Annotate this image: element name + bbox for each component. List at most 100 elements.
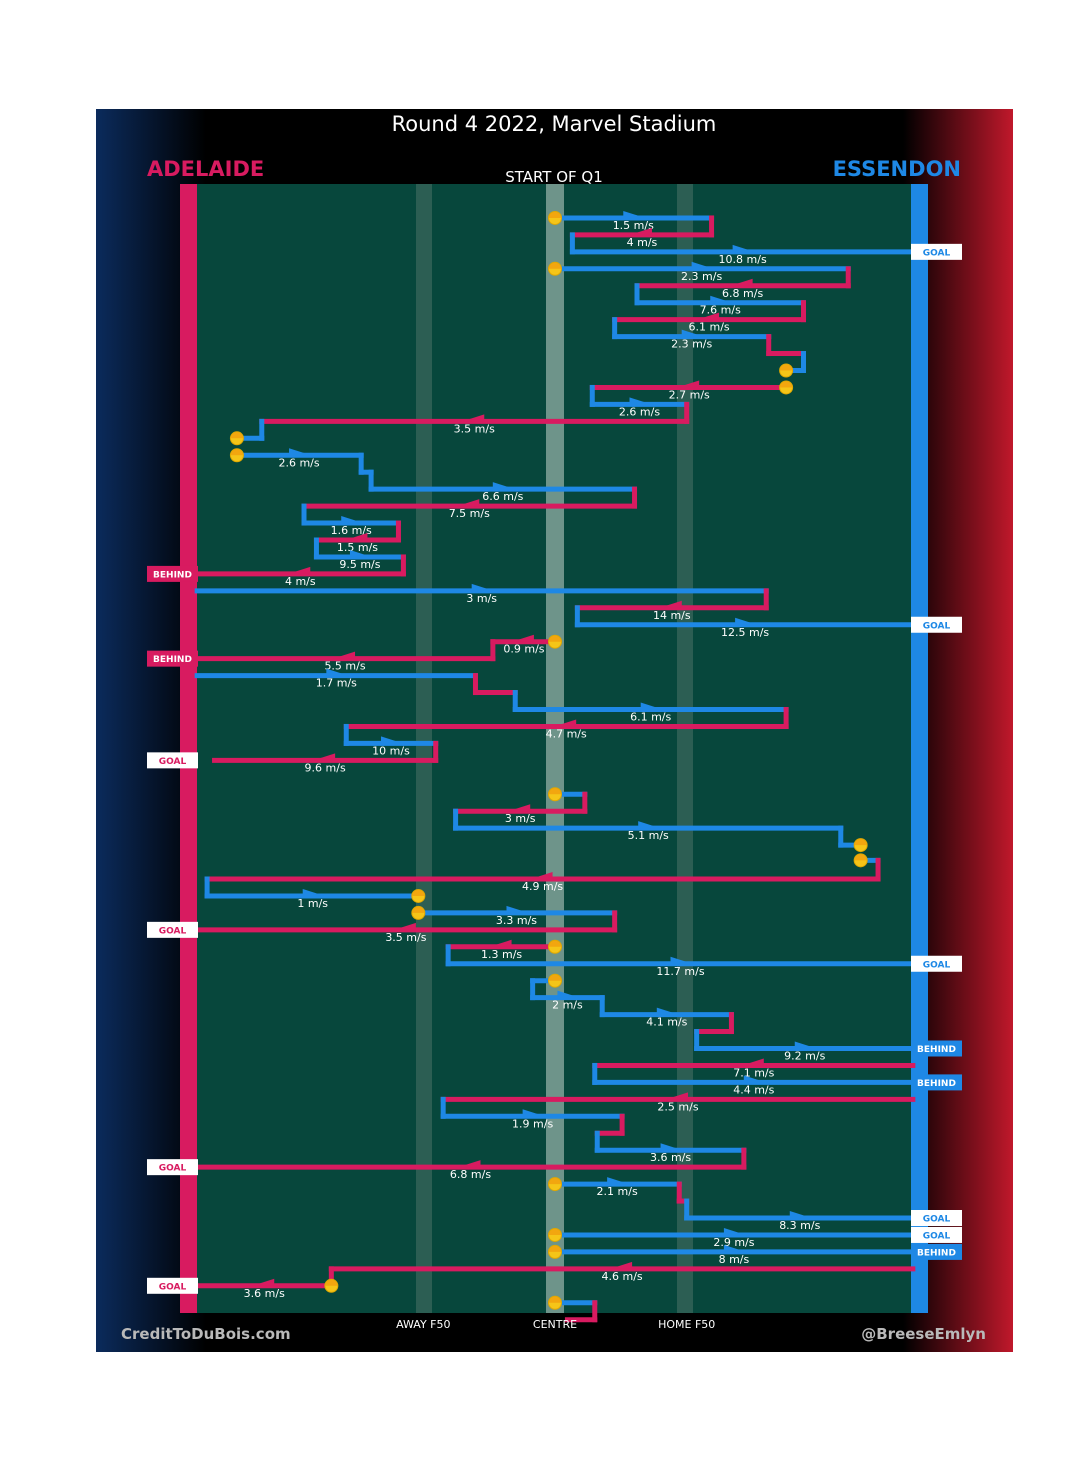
direction-arrow	[333, 651, 356, 659]
chain-9: 4.9 m/s 1 m/s	[204, 853, 881, 910]
direction-arrow	[735, 617, 758, 625]
marker-dot	[548, 787, 562, 802]
speed-label: 2.7 m/s	[669, 388, 710, 401]
chain-5: 3 m/s 14 m/s 12.5 m/s GOAL	[194, 583, 962, 639]
marker-shade	[412, 906, 425, 913]
direction-arrow	[326, 668, 349, 676]
credit-left: CreditToDuBois.com	[121, 1325, 291, 1343]
stoppage-marker	[853, 838, 868, 853]
score-tag-box	[911, 1243, 962, 1260]
marker-shade	[549, 211, 561, 218]
marker-dot	[853, 853, 868, 868]
marker-shade	[780, 364, 793, 371]
home-f50-line	[677, 184, 693, 1313]
speed-label: 3.6 m/s	[244, 1287, 285, 1300]
direction-arrow	[345, 533, 368, 540]
stoppage-marker	[548, 634, 562, 649]
direction-arrow	[656, 1007, 679, 1015]
score-tag-box	[911, 1210, 962, 1226]
speed-label: 0.9 m/s	[503, 643, 544, 656]
score-tag: GOAL	[159, 926, 187, 936]
speed-label: 11.7 m/s	[656, 965, 704, 978]
direction-arrow	[794, 1041, 817, 1049]
stoppage-marker	[229, 431, 244, 446]
score-tag: GOAL	[159, 1164, 187, 1174]
direction-arrow	[530, 872, 553, 879]
speed-label: 6.1 m/s	[688, 321, 729, 334]
speed-label: 9.2 m/s	[784, 1050, 825, 1063]
speed-label: 3.6 m/s	[650, 1151, 691, 1164]
speed-label: 8 m/s	[719, 1253, 750, 1266]
direction-arrow	[349, 549, 372, 557]
marker-dot	[853, 838, 868, 853]
chain-12: 2 m/s 4.1 m/s 9.2 m/s BEHIND	[530, 973, 962, 1063]
direction-arrow	[710, 295, 733, 303]
marker-shade	[549, 974, 561, 981]
stoppage-marker	[411, 905, 426, 920]
marker-dot	[324, 1278, 339, 1293]
direction-arrow	[393, 922, 416, 930]
speed-label: 1 m/s	[297, 897, 328, 910]
direction-arrow	[471, 583, 494, 591]
direction-arrow	[681, 329, 704, 337]
speed-label: 1.3 m/s	[481, 948, 522, 961]
direction-arrow	[506, 905, 529, 913]
direction-arrow	[741, 1058, 764, 1066]
marker-shade	[549, 635, 561, 642]
score-tag-box	[911, 1226, 962, 1243]
speed-label: 3 m/s	[505, 812, 536, 825]
speed-label: 9.5 m/s	[339, 558, 380, 571]
direction-arrow	[252, 1278, 275, 1286]
score-tag-box	[147, 1159, 198, 1176]
marker-shade	[780, 381, 793, 388]
quarter-label: START OF Q1	[505, 168, 603, 186]
speed-label: 1.9 m/s	[512, 1117, 553, 1130]
direction-arrow	[522, 1109, 545, 1117]
score-tag-box	[911, 616, 962, 633]
direction-arrow	[341, 516, 364, 524]
direction-arrow	[607, 1177, 630, 1185]
chain-17: 8 m/s BEHIND	[548, 1243, 962, 1266]
score-tag: GOAL	[159, 1282, 187, 1292]
marker-shade	[549, 788, 561, 795]
speed-label: 4.6 m/s	[602, 1270, 643, 1283]
marker-shade	[412, 889, 425, 896]
speed-label: 10.8 m/s	[719, 253, 767, 266]
marker-dot	[548, 210, 562, 225]
direction-arrow	[457, 499, 480, 507]
marker-shade	[549, 1296, 561, 1303]
chain-11: 1.3 m/s 11.7 m/s GOAL	[445, 939, 962, 978]
direction-arrow	[666, 1092, 689, 1100]
chain-13: 7.1 m/s 4.4 m/s BEHIND	[592, 1058, 962, 1096]
speed-label: 6.8 m/s	[450, 1168, 491, 1181]
speed-label: 4.7 m/s	[546, 727, 587, 740]
stoppage-marker	[548, 1177, 562, 1192]
marker-dot	[548, 973, 562, 988]
direction-arrow	[623, 210, 646, 218]
speed-label: 3 m/s	[466, 592, 497, 605]
speed-label: 4 m/s	[627, 236, 658, 249]
chain-14: 2.5 m/s 1.9 m/s 3.6 m/s 6.8 m/s GOAL	[147, 1092, 916, 1181]
direction-arrow	[288, 566, 311, 574]
speed-label: 4.9 m/s	[522, 880, 563, 893]
speed-label: 3.3 m/s	[496, 914, 537, 927]
speed-label: 4.1 m/s	[646, 1016, 687, 1029]
right-team-name: ESSENDON	[833, 157, 961, 181]
centre-line	[546, 184, 564, 1313]
direction-arrow	[289, 448, 312, 456]
direction-arrow	[730, 278, 753, 286]
direction-arrow	[554, 719, 577, 727]
marker-dot	[411, 905, 426, 920]
speed-label: 2.1 m/s	[597, 1185, 638, 1198]
speed-label: 2.9 m/s	[713, 1236, 754, 1249]
score-tag: BEHIND	[153, 570, 192, 580]
score-tag-box	[147, 565, 198, 582]
left-team-name: ADELAIDE	[147, 157, 264, 181]
score-tag: GOAL	[923, 621, 951, 631]
marker-shade	[325, 1279, 338, 1286]
direction-arrow	[508, 804, 531, 812]
direction-arrow	[743, 1075, 766, 1083]
speed-label: 7.1 m/s	[733, 1066, 774, 1079]
direction-arrow	[789, 1211, 812, 1218]
stoppage-marker	[229, 448, 244, 463]
